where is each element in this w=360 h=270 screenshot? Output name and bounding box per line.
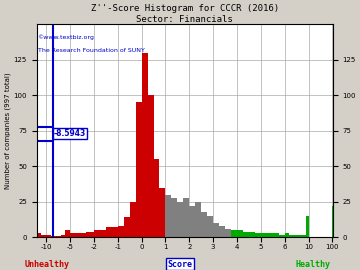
- Text: Score: Score: [167, 260, 193, 269]
- Bar: [177, 202, 183, 237]
- Bar: [261, 233, 267, 237]
- Bar: [56, 236, 60, 237]
- Bar: [86, 232, 94, 237]
- Y-axis label: Number of companies (997 total): Number of companies (997 total): [4, 73, 11, 189]
- Bar: [171, 198, 177, 237]
- Bar: [243, 232, 249, 237]
- Bar: [213, 223, 219, 237]
- Bar: [183, 198, 189, 237]
- Text: -8.5943: -8.5943: [54, 129, 86, 138]
- Bar: [141, 53, 148, 237]
- Bar: [207, 216, 213, 237]
- Bar: [295, 235, 297, 237]
- Bar: [65, 230, 70, 237]
- Bar: [285, 233, 286, 237]
- Bar: [94, 230, 106, 237]
- Text: The Research Foundation of SUNY: The Research Foundation of SUNY: [38, 49, 144, 53]
- Bar: [195, 202, 201, 237]
- Bar: [255, 233, 261, 237]
- Bar: [249, 232, 255, 237]
- Bar: [70, 233, 78, 237]
- Bar: [124, 218, 130, 237]
- Bar: [291, 235, 292, 237]
- Text: Unhealthy: Unhealthy: [24, 260, 69, 269]
- Bar: [297, 235, 300, 237]
- Bar: [136, 102, 141, 237]
- Bar: [302, 235, 306, 237]
- Bar: [130, 202, 136, 237]
- Bar: [159, 188, 166, 237]
- Bar: [189, 206, 195, 237]
- Bar: [286, 233, 288, 237]
- Bar: [288, 233, 289, 237]
- Bar: [60, 235, 65, 237]
- Bar: [201, 212, 207, 237]
- Bar: [153, 159, 159, 237]
- Bar: [46, 235, 51, 237]
- Text: ©www.textbiz.org: ©www.textbiz.org: [38, 34, 94, 40]
- Bar: [51, 236, 56, 237]
- Bar: [273, 233, 279, 237]
- Bar: [166, 195, 171, 237]
- Bar: [279, 235, 285, 237]
- Bar: [78, 233, 86, 237]
- Bar: [289, 235, 291, 237]
- Bar: [267, 233, 273, 237]
- Bar: [219, 226, 225, 237]
- Bar: [225, 229, 231, 237]
- Bar: [106, 227, 118, 237]
- Bar: [237, 230, 243, 237]
- Text: Healthy: Healthy: [296, 260, 331, 269]
- Bar: [231, 230, 237, 237]
- Bar: [118, 226, 124, 237]
- Bar: [292, 235, 294, 237]
- Bar: [37, 233, 41, 237]
- Bar: [306, 216, 309, 237]
- Bar: [300, 235, 302, 237]
- Bar: [294, 235, 295, 237]
- Title: Z''-Score Histogram for CCCR (2016)
Sector: Financials: Z''-Score Histogram for CCCR (2016) Sect…: [91, 4, 279, 23]
- Bar: [41, 235, 46, 237]
- Bar: [148, 95, 153, 237]
